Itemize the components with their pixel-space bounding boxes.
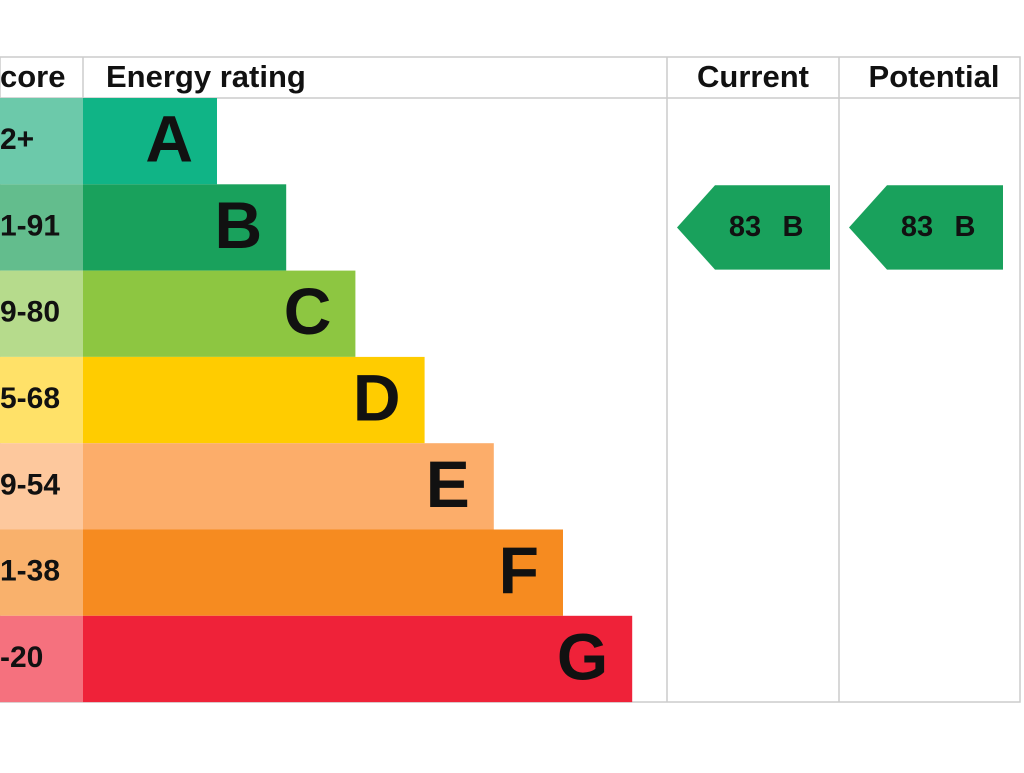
score-cell [0,98,83,185]
rating-bar [83,443,494,530]
rating-bar [83,98,217,185]
score-cell [0,356,83,444]
score-range: 1-38 [0,555,60,588]
score-range: 2+ [0,123,34,156]
rating-bar [83,529,563,616]
current-band: B [783,211,804,243]
potential-band: B [955,211,976,243]
rating-letter: E [426,447,470,521]
score-range: -20 [0,641,43,674]
score-range: 9-80 [0,296,60,329]
rating-bar [83,615,633,703]
score-cell [0,184,83,271]
potential-header: Potential [869,59,1000,94]
rating-bar [83,270,356,357]
rating-letter: G [557,619,608,693]
rating-bar [83,184,287,271]
rating-letter: C [284,274,332,348]
score-header: core [0,59,65,94]
score-range: 5-68 [0,382,60,415]
rating-letter: F [499,533,539,607]
potential-badge [849,185,1003,270]
rating-letter: D [353,360,401,434]
score-cell [0,443,83,530]
score-range: 1-91 [0,209,60,242]
score-cell [0,529,83,616]
score-cell [0,270,83,357]
rating-letter: B [215,188,263,262]
rating-header: Energy rating [106,59,306,94]
rating-bar [83,356,425,444]
current-score: 83 [729,211,761,243]
score-cell [0,615,83,703]
score-range: 9-54 [0,468,60,501]
potential-score: 83 [901,211,933,243]
current-badge [677,185,830,270]
rating-letter: A [145,102,193,176]
current-header: Current [697,59,809,94]
